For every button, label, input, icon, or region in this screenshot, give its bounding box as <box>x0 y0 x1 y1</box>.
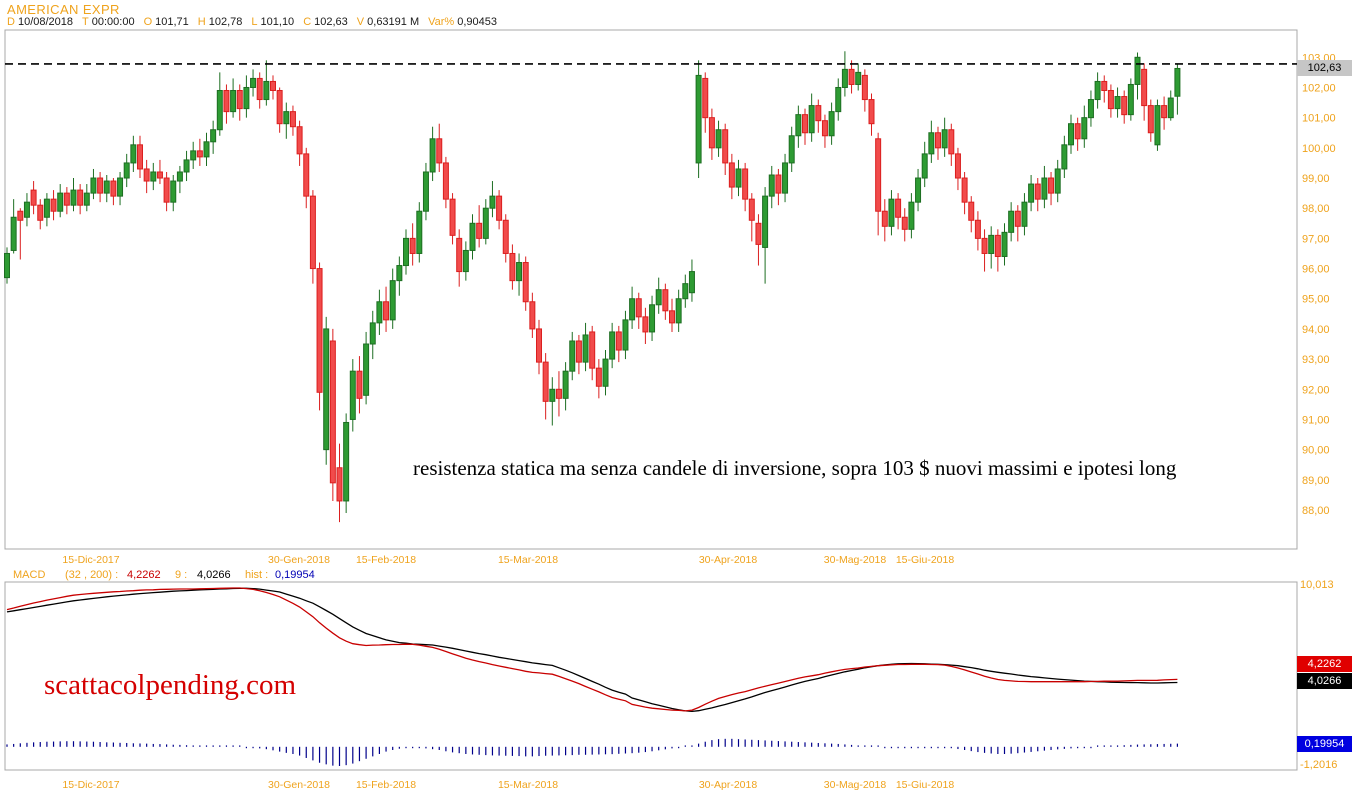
macd-axis-min-label: -1,2016 <box>1300 759 1338 771</box>
date-axis-label: 15-Feb-2018 <box>356 779 416 791</box>
field-value: 00:00:00 <box>91 16 135 28</box>
ohlc-field-o: O 101,71 <box>144 16 189 28</box>
price-axis-label: 101,00 <box>1302 113 1336 125</box>
macd-param-6: 0,19954 <box>275 569 315 581</box>
field-value: 10/08/2018 <box>17 16 74 28</box>
macd-params-row: MACD (32 , 200) : 4,2262 9 : 4,0266 hist : 0,1… <box>0 569 1352 582</box>
ohlc-field-t: T 00:00:00 <box>82 16 135 28</box>
price-axis-label: 92,00 <box>1302 384 1330 396</box>
chart-annotation: resistenza statica ma senza candele di i… <box>413 456 1177 480</box>
macd-param-2: 4,2262 <box>127 569 161 581</box>
date-axis-label: 15-Feb-2018 <box>356 554 416 566</box>
field-label: T <box>82 16 89 28</box>
price-axis-label: 96,00 <box>1302 264 1330 276</box>
field-label: H <box>197 16 206 28</box>
date-axis-label: 15-Dic-2017 <box>62 779 119 791</box>
ohlc-field-l: L 101,10 <box>251 16 294 28</box>
price-axis-label: 88,00 <box>1302 505 1330 517</box>
date-axis-label: 15-Giu-2018 <box>896 554 955 566</box>
macd-signal-value-badge: 4,0266 <box>1297 673 1352 689</box>
price-axis-label: 102,00 <box>1302 82 1336 94</box>
price-axis-label: 98,00 <box>1302 203 1330 215</box>
field-value: 101,10 <box>260 16 295 28</box>
instrument-title: AMERICAN EXPR <box>7 2 120 17</box>
price-panel-border <box>4 29 1298 550</box>
field-label: L <box>251 16 258 28</box>
date-axis-label: 30-Gen-2018 <box>268 554 330 566</box>
field-value: 102,63 <box>314 16 348 28</box>
ohlc-field-c: C 102,63 <box>303 16 348 28</box>
date-axis-macd: 15-Dic-2017 30-Gen-2018 15-Feb-2018 15-Mar-… <box>62 779 954 791</box>
price-axis-label: 89,00 <box>1302 475 1330 487</box>
date-axis-label: 15-Giu-2018 <box>896 779 955 791</box>
field-label: D <box>7 16 15 28</box>
candles-group <box>4 51 1181 523</box>
ohlc-field-var%: Var% 0,90453 <box>428 16 497 28</box>
price-axis-label: 97,00 <box>1302 233 1330 245</box>
macd-param-3: 9 : <box>175 569 188 581</box>
macd-signal-line <box>6 587 1178 713</box>
price-axis-label: 91,00 <box>1302 414 1330 426</box>
macd-value-badge: 4,2262 <box>1297 656 1352 672</box>
ohlc-info-row: D 10/08/2018 T 00:00:00 O 101,71 H 102,78 L 101,1… <box>7 16 497 28</box>
price-axis-label: 90,00 <box>1302 445 1330 457</box>
date-axis-label: 30-Gen-2018 <box>268 779 330 791</box>
field-value: 102,78 <box>208 16 243 28</box>
macd-param-0: MACD <box>13 569 46 581</box>
last-price-badge: 102,63 <box>1297 60 1352 76</box>
date-axis-label: 15-Dic-2017 <box>62 554 119 566</box>
date-axis-label: 30-Mag-2018 <box>824 554 887 566</box>
price-axis-label: 99,00 <box>1302 173 1330 185</box>
date-axis-label: 15-Mar-2018 <box>498 554 558 566</box>
price-axis-label: 100,00 <box>1302 143 1336 155</box>
ohlc-field-v: V 0,63191 M <box>357 16 419 28</box>
price-axis-label: 95,00 <box>1302 294 1330 306</box>
date-axis-label: 30-Apr-2018 <box>699 779 758 791</box>
macd-axis-max-label: 10,013 <box>1300 579 1334 591</box>
macd-param-5: hist : <box>245 569 269 581</box>
macd-param-1: (32 , 200) : <box>65 569 119 581</box>
ohlc-field-d: D 10/08/2018 <box>7 16 73 28</box>
field-label: V <box>356 16 365 28</box>
field-value: 0,63191 M <box>367 16 420 28</box>
macd-line <box>6 587 1178 712</box>
field-label: O <box>143 16 153 28</box>
ohlc-field-h: H 102,78 <box>198 16 243 28</box>
field-value: 0,90453 <box>457 16 497 28</box>
date-axis-label: 30-Mag-2018 <box>824 779 887 791</box>
field-label: Var% <box>428 16 455 28</box>
field-value: 101,71 <box>155 16 189 28</box>
macd-histogram-value-badge: 0,19954 <box>1297 736 1352 752</box>
macd-histogram <box>6 738 1179 766</box>
date-axis-label: 15-Mar-2018 <box>498 779 558 791</box>
date-axis-main: 15-Dic-2017 30-Gen-2018 15-Feb-2018 15-Mar-… <box>62 554 954 566</box>
price-axis-label: 93,00 <box>1302 354 1330 366</box>
macd-param-4: 4,0266 <box>197 569 231 581</box>
price-axis-labels: 103,00102,00101,00100,0099,0098,0097,009… <box>1302 52 1336 517</box>
watermark: scattacolpending.com <box>44 669 297 701</box>
field-label: C <box>303 16 312 28</box>
price-axis-label: 94,00 <box>1302 324 1330 336</box>
date-axis-label: 30-Apr-2018 <box>699 554 758 566</box>
